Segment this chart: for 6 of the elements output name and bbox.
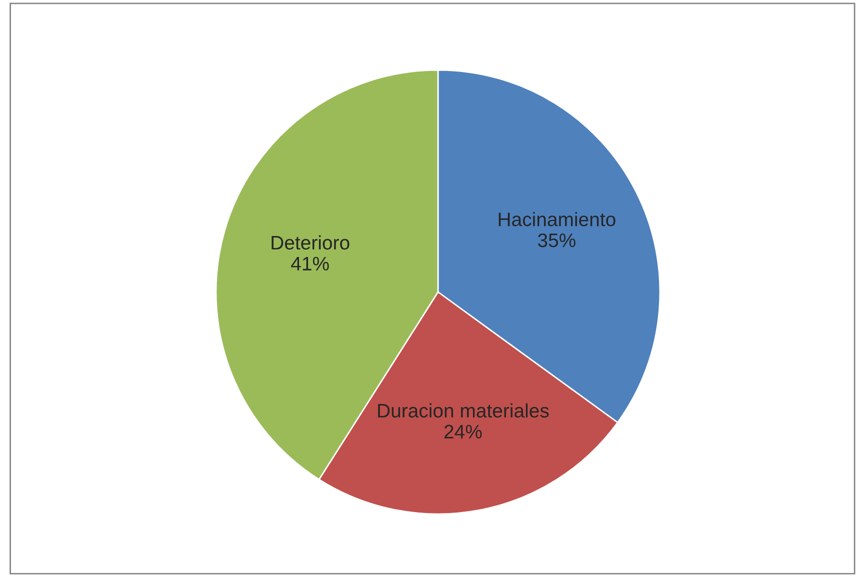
slice-label: Duracion materiales xyxy=(378,403,549,418)
slice-label: Deterioro xyxy=(272,235,350,250)
data-label: 41% xyxy=(291,256,329,270)
slice-label: Hacinamiento xyxy=(498,212,616,226)
data-label: 24% xyxy=(444,424,482,438)
data-label: 35% xyxy=(538,233,576,248)
